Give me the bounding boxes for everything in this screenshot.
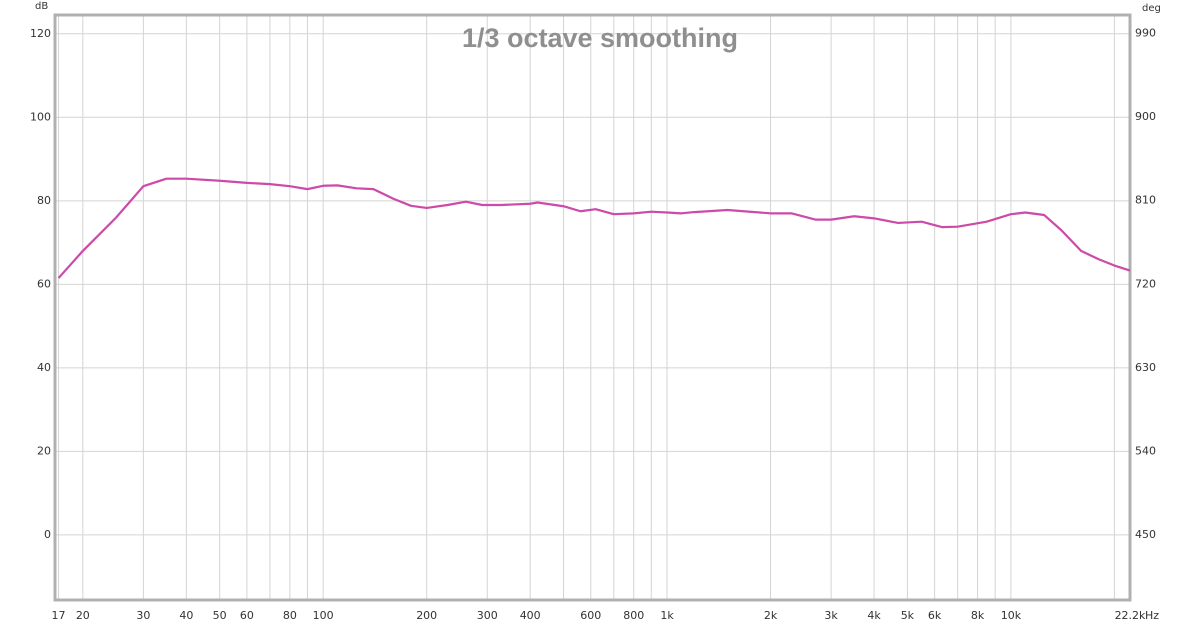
x-tick-label: 800 [623,609,644,622]
y-tick-label: 0 [44,528,51,541]
y2-tick-label: 450 [1135,528,1156,541]
plot-frame [53,13,1132,602]
x-tick-label: 4k [867,609,881,622]
y2-tick-label: 630 [1135,361,1156,374]
x-tick-label: 60 [240,609,254,622]
x-tick-label: 6k [928,609,942,622]
x-tick-label: 3k [824,609,838,622]
y2-tick-label: 900 [1135,110,1156,123]
y2-tick-label: 720 [1135,277,1156,290]
y2-tick-label: 990 [1135,27,1156,40]
x-tick-label: 30 [136,609,150,622]
y-tick-label: 120 [30,27,51,40]
x-tick-label: 10k [1001,609,1022,622]
y-tick-label: 100 [30,110,51,123]
x-tick-label: 50 [213,609,227,622]
x-tick-label: 100 [313,609,334,622]
y-tick-label: 40 [37,361,51,374]
y-tick-label: 80 [37,194,51,207]
x-tick-label: 22.2k [1115,609,1146,622]
y2-tick-label: 540 [1135,444,1156,457]
y-tick-label: 60 [37,277,51,290]
x-tick-label: 20 [76,609,90,622]
x-tick-label: 300 [477,609,498,622]
y2-tick-label: 810 [1135,194,1156,207]
x-tick-label: 8k [971,609,985,622]
y2-axis-unit: deg [1142,3,1161,14]
x-tick-label: 40 [179,609,193,622]
x-tick-label: 2k [764,609,778,622]
x-axis-unit: Hz [1145,609,1159,622]
x-tick-label: 1k [660,609,674,622]
x-tick-label: 400 [520,609,541,622]
chart-title: 1/3 octave smoothing [462,23,738,53]
x-tick-label: 17 [52,609,66,622]
x-tick-label: 5k [901,609,915,622]
x-tick-label: 200 [416,609,437,622]
y-tick-label: 20 [37,444,51,457]
x-tick-label: 600 [580,609,601,622]
y-axis-unit: dB [35,1,48,12]
x-tick-label: 80 [283,609,297,622]
response-curve [57,177,1131,279]
